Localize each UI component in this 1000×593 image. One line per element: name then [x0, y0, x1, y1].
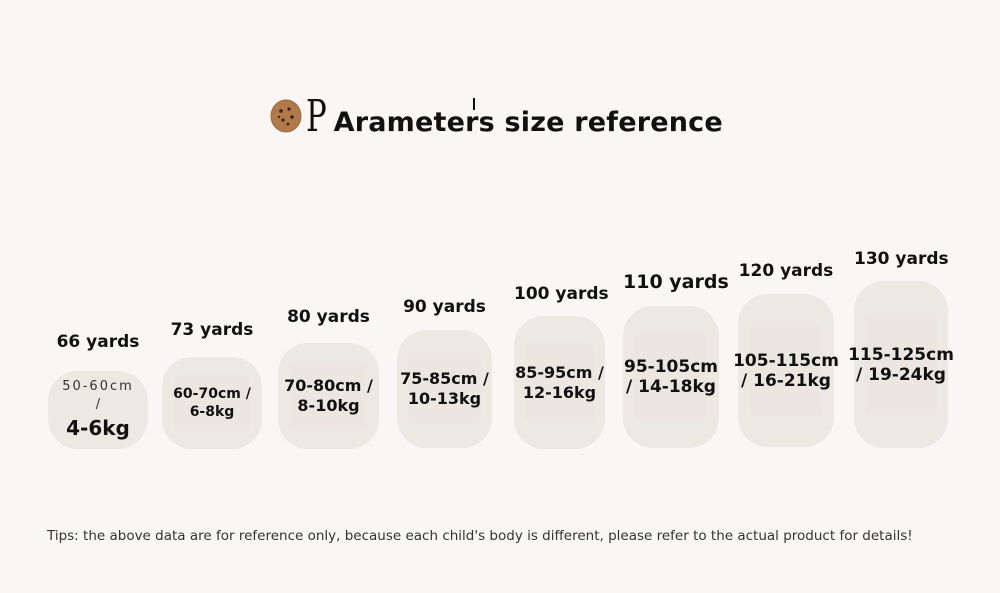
size-box: 70-80cm / 8-10kg: [278, 343, 379, 449]
size-height-range: 75-85cm /: [400, 369, 489, 388]
size-weight-range: / 14-18kg: [626, 377, 716, 397]
size-separator: /: [95, 397, 101, 412]
size-card-90: 90 yards 75-85cm / 10-13kg: [397, 297, 492, 448]
size-box: 115-125cm / 19-24kg: [848, 281, 954, 448]
size-yards-label: 73 yards: [170, 320, 254, 340]
cookie-icon: [270, 99, 302, 133]
title-apostrophe-mark: [473, 98, 475, 110]
size-weight-range: 12-16kg: [522, 382, 597, 402]
size-height-range: 105-115cm: [733, 350, 839, 371]
size-card-120: 120 yards 105-115cm / 16-21kg: [733, 261, 839, 447]
size-card-80: 80 yards 70-80cm / 8-10kg: [278, 307, 379, 449]
size-box: 95-105cm / 14-18kg: [623, 306, 719, 448]
title-text: Arameters size reference: [333, 106, 723, 138]
size-card-66: 66 yards 50-60cm / 4-6kg: [48, 330, 148, 449]
size-height-range: 70-80cm /: [284, 376, 373, 395]
size-height-range: 50-60cm: [62, 379, 134, 394]
size-yards-label: 100 yards: [514, 284, 609, 304]
page-title: P Arameters size reference: [270, 91, 723, 142]
title-initial: P: [306, 91, 327, 142]
size-height-range: 115-125cm: [848, 344, 954, 365]
size-card-130: 130 yards 115-125cm / 19-24kg: [848, 249, 954, 448]
size-card-110: 110 yards 95-105cm / 14-18kg: [623, 271, 729, 448]
size-card-100: 100 yards 85-95cm / 12-16kg: [514, 284, 609, 449]
size-box: 105-115cm / 16-21kg: [733, 294, 839, 447]
size-box: 50-60cm / 4-6kg: [48, 371, 148, 449]
size-yards-label: 130 yards: [854, 249, 949, 269]
size-yards-label: 90 yards: [403, 297, 486, 317]
size-weight-range: 8-10kg: [297, 396, 360, 415]
size-yards-label: 66 yards: [56, 332, 140, 352]
size-weight-range: 10-13kg: [407, 389, 482, 408]
size-weight-range: 6-8kg: [189, 404, 235, 420]
size-height-range: 95-105cm: [624, 357, 718, 377]
size-height-range: 60-70cm /: [173, 386, 251, 402]
size-yards-label: 110 yards: [623, 271, 729, 293]
tips-note: Tips: the above data are for reference o…: [47, 528, 913, 544]
size-box: 75-85cm / 10-13kg: [397, 330, 492, 448]
size-box: 60-70cm / 6-8kg: [162, 357, 262, 449]
size-weight-range: / 16-21kg: [741, 370, 831, 391]
size-yards-label: 120 yards: [738, 261, 834, 281]
size-weight-range: / 19-24kg: [856, 364, 946, 385]
size-height-range: 85-95cm /: [515, 362, 604, 382]
size-box: 85-95cm / 12-16kg: [514, 316, 605, 449]
size-yards-label: 80 yards: [287, 307, 370, 327]
size-card-73: 73 yards 60-70cm / 6-8kg: [162, 320, 262, 449]
size-weight-range: 4-6kg: [66, 416, 130, 440]
